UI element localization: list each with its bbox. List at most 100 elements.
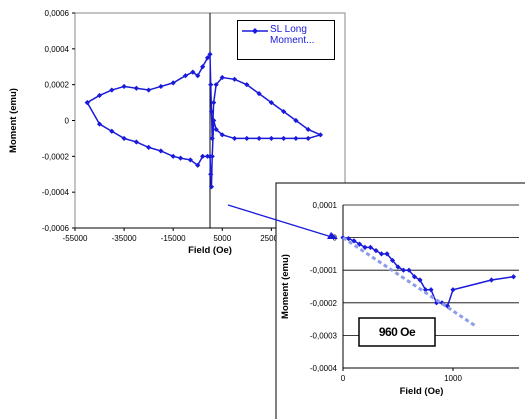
x-axis-title: Field (Oe)	[188, 245, 232, 256]
data-point	[417, 277, 423, 283]
data-point	[109, 87, 115, 93]
x-tick-label: -35000	[112, 234, 137, 243]
data-point	[208, 82, 214, 88]
series-line	[86, 51, 323, 187]
x-tick-label: 1000	[444, 374, 462, 383]
data-point	[400, 267, 407, 273]
data-point	[345, 235, 352, 242]
data-point	[195, 162, 201, 168]
data-point	[84, 99, 90, 106]
inset-frame	[275, 182, 525, 419]
y-tick-label: 0,0002	[45, 81, 70, 90]
data-point	[488, 277, 495, 283]
data-point	[305, 135, 311, 142]
data-point	[208, 171, 214, 177]
data-point	[256, 91, 262, 97]
data-point	[281, 108, 287, 115]
data-point	[373, 248, 379, 254]
data-point	[450, 287, 456, 293]
data-point	[195, 73, 201, 79]
y-tick-label: 0	[65, 117, 70, 126]
data-point	[204, 55, 211, 61]
data-point	[219, 74, 225, 81]
data-point	[170, 80, 176, 86]
data-point	[293, 117, 299, 124]
x-tick-label: -15000	[161, 234, 186, 243]
data-point	[121, 83, 127, 90]
data-point	[428, 287, 434, 293]
y-tick-label: -0,0006	[42, 224, 70, 233]
data-point	[268, 135, 274, 142]
data-point	[182, 73, 189, 79]
y-tick-label: -0,0004	[42, 188, 70, 197]
legend: SL Long Moment...	[237, 20, 335, 60]
annotation-box	[358, 317, 436, 347]
y-tick-label: -0,0001	[310, 266, 338, 275]
data-point	[208, 184, 215, 190]
data-point	[389, 257, 396, 264]
data-point	[395, 264, 401, 270]
data-point	[268, 99, 274, 106]
data-point	[351, 238, 357, 244]
legend-label: SL Long Moment...	[270, 24, 315, 46]
data-point	[244, 135, 250, 142]
y-axis-title: Moment (emu)	[8, 88, 19, 153]
x-tick-label: -55000	[63, 234, 88, 243]
data-point	[209, 135, 215, 142]
data-point	[146, 144, 152, 150]
data-point	[367, 244, 374, 250]
data-point	[170, 153, 176, 159]
data-point	[411, 274, 418, 280]
data-point	[281, 135, 287, 142]
data-point	[204, 153, 211, 159]
y-tick-label: 0,0006	[45, 9, 70, 18]
data-point	[305, 126, 311, 133]
series-line	[342, 236, 476, 327]
data-point	[406, 267, 412, 273]
y-axis-title: Moment (emu)	[280, 254, 291, 319]
y-tick-label: 0,0004	[45, 45, 70, 54]
x-tick-label: 5000	[213, 234, 231, 243]
x-tick-label: 0	[341, 374, 346, 383]
data-point	[384, 251, 390, 257]
data-point	[190, 69, 196, 75]
data-point	[231, 135, 238, 142]
x-axis-title: Field (Oe)	[400, 386, 444, 397]
data-point	[231, 76, 238, 82]
data-point	[158, 83, 164, 90]
data-point	[187, 157, 193, 163]
legend-symbol	[242, 28, 268, 34]
data-point	[422, 287, 429, 293]
data-point	[211, 99, 217, 106]
data-point	[208, 108, 215, 115]
data-point	[213, 82, 219, 88]
data-point	[293, 135, 299, 142]
data-point	[207, 51, 213, 57]
data-point	[158, 148, 164, 154]
annotation: 960 Oe	[379, 325, 416, 339]
data-point	[510, 274, 517, 280]
data-point	[96, 121, 103, 127]
data-point	[244, 82, 250, 88]
data-point	[317, 132, 324, 138]
data-point	[211, 117, 217, 124]
data-point	[133, 85, 139, 91]
data-point	[96, 92, 103, 99]
data-point	[133, 139, 139, 145]
data-point	[109, 128, 115, 134]
data-point	[219, 132, 225, 138]
y-tick-label: -0,0002	[310, 299, 338, 308]
y-tick-label: -0,0002	[42, 152, 70, 161]
data-point	[121, 135, 127, 142]
data-point	[213, 126, 219, 133]
data-point	[378, 251, 385, 257]
data-point	[356, 241, 363, 247]
y-tick-label: -0,0003	[310, 331, 338, 340]
x-tick-label: 25000	[260, 234, 283, 243]
data-point	[256, 135, 262, 142]
y-tick-label: 0,0001	[313, 201, 338, 210]
arrow	[227, 204, 336, 239]
data-point	[200, 64, 206, 70]
